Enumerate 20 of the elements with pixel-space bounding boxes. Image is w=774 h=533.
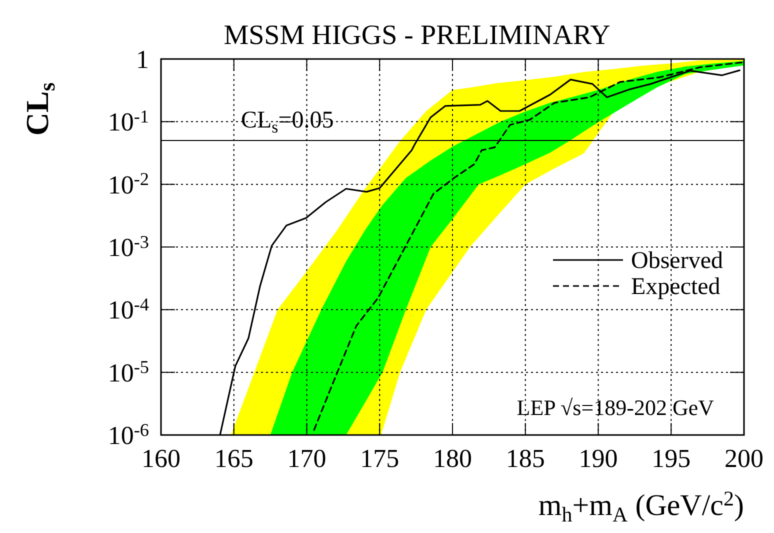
annotation: LEP √s=189-202 GeV xyxy=(516,395,714,420)
x-tick-label: 175 xyxy=(360,444,400,473)
x-tick-label: 190 xyxy=(578,444,618,473)
y-tick-label: 10$^{-2}$ xyxy=(108,169,149,200)
y-tick-label: 10$^{-3}$ xyxy=(108,232,149,262)
x-tick-label: 170 xyxy=(287,444,326,473)
x-tick-label: 195 xyxy=(652,444,691,473)
legend-label: Observed xyxy=(631,248,723,274)
legend-label: Expected xyxy=(631,274,720,300)
y-tick-label: 1 xyxy=(136,45,149,74)
x-tick-label: 180 xyxy=(433,444,472,473)
x-axis-title: m$_{h}$+m$_{A}$ (GeV/c$^{2}$) xyxy=(538,486,744,526)
y-tick-label: 10$^{-5}$ xyxy=(108,357,149,388)
chart-title: MSSM HIGGS - PRELIMINARY xyxy=(224,20,610,51)
y-tick-label: 10$^{-4}$ xyxy=(108,294,149,325)
x-tick-label: 165 xyxy=(214,444,254,473)
x-tick-label: 200 xyxy=(724,444,764,473)
x-tick-label: 185 xyxy=(506,444,545,473)
y-tick-label: 10$^{-1}$ xyxy=(108,106,149,137)
ref-line-label: CL$_{s}$=0.05 xyxy=(241,108,334,137)
